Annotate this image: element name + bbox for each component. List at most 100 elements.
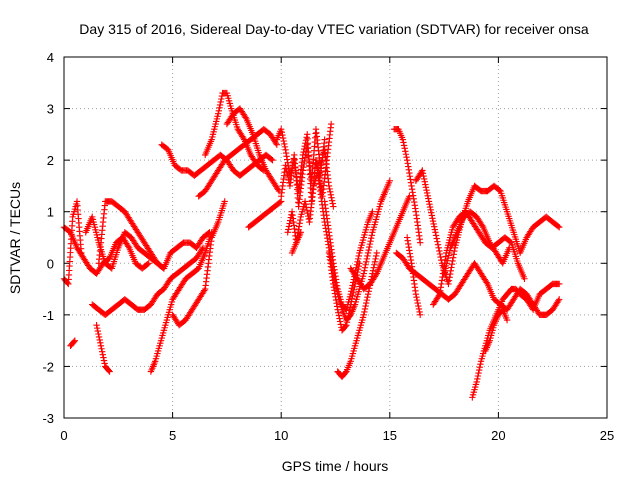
data-point-marker [433, 235, 440, 242]
data-point-marker [361, 305, 369, 313]
data-point-marker [201, 287, 208, 294]
data-point-marker [199, 244, 207, 252]
data-point-marker [417, 239, 424, 246]
data-point-marker [483, 279, 490, 286]
y-tick-label: 1 [47, 205, 54, 220]
data-point-marker [94, 327, 102, 335]
data-point-marker [335, 312, 343, 319]
data-point-marker [555, 297, 562, 305]
data-series [440, 208, 513, 277]
data-point-marker [430, 220, 437, 228]
data-point-marker [70, 338, 78, 345]
x-tick-label: 15 [383, 428, 397, 443]
data-point-marker [424, 192, 431, 199]
data-point-marker [361, 264, 369, 271]
data-point-marker [479, 222, 486, 229]
data-point-marker [286, 220, 293, 227]
data-series [201, 89, 268, 174]
data-point-marker [446, 274, 453, 281]
data-point-marker [221, 198, 228, 205]
data-point-marker [399, 136, 407, 143]
data-point-marker [474, 372, 482, 380]
data-point-marker [474, 375, 481, 383]
data-point-marker [425, 198, 433, 205]
data-point-marker [281, 143, 289, 151]
data-series [93, 321, 113, 375]
data-point-marker [301, 198, 309, 205]
y-tick-label: 4 [47, 50, 54, 65]
data-series [347, 193, 413, 293]
data-point-marker [343, 321, 350, 329]
data-series [482, 306, 511, 355]
data-point-marker [301, 142, 308, 150]
data-point-marker [299, 151, 307, 159]
data-point-marker [365, 288, 372, 295]
data-point-marker [106, 368, 113, 375]
data-point-marker [303, 207, 311, 214]
data-point-marker [336, 315, 343, 322]
data-point-marker [354, 255, 362, 263]
data-point-marker [284, 229, 291, 236]
data-point-marker [412, 291, 420, 298]
y-tick-label: -1 [42, 308, 54, 323]
data-point-marker [473, 378, 480, 386]
data-point-marker [418, 168, 425, 176]
data-point-marker [327, 188, 334, 196]
data-series [223, 105, 283, 195]
x-tick-label: 0 [60, 428, 67, 443]
data-point-marker [406, 193, 413, 200]
data-point-marker [351, 280, 359, 288]
data-point-marker [436, 247, 443, 255]
data-point-marker [198, 246, 206, 253]
data-point-marker [413, 293, 420, 301]
data-point-marker [64, 279, 71, 287]
data-point-marker [363, 255, 371, 263]
data-point-marker [268, 156, 275, 163]
data-point-marker [556, 296, 563, 303]
data-point-marker [425, 195, 432, 202]
data-point-marker [415, 302, 422, 310]
data-point-marker [556, 223, 563, 231]
data-point-marker [372, 271, 380, 279]
data-point-marker [364, 249, 372, 257]
data-point-marker [370, 264, 377, 271]
data-point-marker [346, 307, 353, 314]
data-point-marker [217, 98, 224, 106]
data-point-marker [356, 260, 363, 267]
data-point-marker [242, 114, 249, 121]
data-point-marker [351, 283, 358, 291]
data-point-marker [366, 240, 374, 248]
data-point-marker [279, 131, 286, 139]
data-point-marker [360, 270, 367, 277]
data-point-marker [447, 270, 454, 278]
tick-labels: 0 5 10 15 20 25 -3 -2 -1 0 1 2 3 4 [42, 50, 614, 443]
data-point-marker [422, 181, 429, 188]
data-point-marker [403, 153, 410, 161]
data-point-marker [364, 293, 371, 301]
data-point-marker [445, 280, 452, 288]
x-tick-label: 5 [169, 428, 176, 443]
data-point-marker [145, 260, 152, 267]
data-point-marker [434, 238, 441, 245]
data-point-marker [144, 260, 151, 268]
data-point-marker [334, 306, 341, 313]
data-point-marker [363, 299, 370, 307]
data-point-marker [97, 342, 105, 349]
data-point-marker [419, 170, 427, 177]
data-point-marker [349, 292, 356, 299]
data-point-marker [429, 215, 436, 222]
data-point-marker [503, 316, 511, 324]
data-point-marker [345, 313, 352, 320]
data-point-marker [94, 324, 101, 332]
data-point-marker [413, 296, 421, 304]
data-point-marker [300, 145, 308, 153]
data-point-marker [303, 134, 310, 141]
data-point-marker [343, 319, 351, 326]
data-point-marker [476, 363, 483, 371]
data-point-marker [100, 354, 107, 361]
data-point-marker [400, 142, 408, 149]
data-point-marker [414, 299, 421, 307]
data-point-marker [423, 186, 430, 194]
data-point-marker [556, 280, 563, 288]
data-point-marker [215, 107, 223, 114]
